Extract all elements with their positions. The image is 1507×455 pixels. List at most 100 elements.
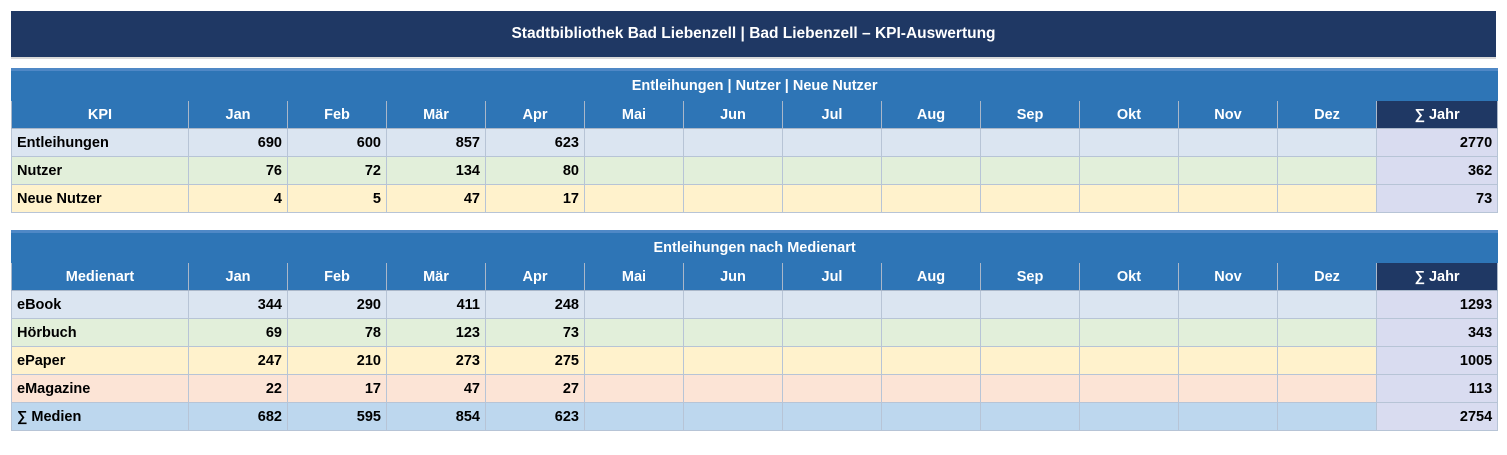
month-value-cell: 47 [386, 374, 486, 403]
month-value-cell [782, 402, 882, 431]
month-value-cell [980, 402, 1080, 431]
row-label: Nutzer [11, 156, 189, 185]
column-header-month: Sep [980, 100, 1080, 129]
column-header-sum: ∑ Jahr [1375, 100, 1499, 129]
month-value-cell [584, 128, 684, 157]
month-value-cell [1277, 156, 1377, 185]
month-value-cell [782, 290, 882, 319]
month-value-cell: 290 [287, 290, 387, 319]
month-value-cell [584, 374, 684, 403]
month-value-cell [980, 318, 1080, 347]
month-value-cell: 69 [188, 318, 288, 347]
column-header-row: KPI Jan Feb Mär Apr Mai Jun Jul Aug Sep Okt Nov Dez ∑… [11, 100, 1499, 129]
month-value-cell [881, 374, 981, 403]
column-header-month: Jan [188, 100, 288, 129]
month-value-cell [1178, 318, 1278, 347]
month-value-cell [1277, 402, 1377, 431]
month-value-cell: 27 [485, 374, 585, 403]
month-value-cell: 623 [485, 128, 585, 157]
year-sum-cell: 113 [1375, 374, 1499, 403]
year-sum-cell: 2770 [1375, 128, 1499, 157]
month-value-cell [1277, 184, 1377, 213]
row-label: eBook [11, 290, 189, 319]
month-value-cell [683, 290, 783, 319]
month-value-cell [1079, 346, 1179, 375]
row-label: eMagazine [11, 374, 189, 403]
month-value-cell: 273 [386, 346, 486, 375]
column-header-month: Sep [980, 262, 1080, 291]
column-header-month: Dez [1277, 262, 1377, 291]
month-value-cell [683, 184, 783, 213]
column-header-month: Mär [386, 100, 486, 129]
month-value-cell [1178, 402, 1278, 431]
month-value-cell: 80 [485, 156, 585, 185]
column-header-month: Mär [386, 262, 486, 291]
section-heading: Entleihungen | Nutzer | Neue Nutzer [10, 68, 1499, 101]
column-header-month: Okt [1079, 262, 1179, 291]
month-value-cell [1178, 374, 1278, 403]
month-value-cell: 682 [188, 402, 288, 431]
month-value-cell [980, 156, 1080, 185]
month-value-cell: 73 [485, 318, 585, 347]
report-title: Stadtbibliothek Bad Liebenzell | Bad Lie… [11, 11, 1496, 59]
month-value-cell: 600 [287, 128, 387, 157]
month-value-cell [1178, 346, 1278, 375]
year-sum-cell: 73 [1375, 184, 1499, 213]
month-value-cell [1277, 346, 1377, 375]
column-header-month: Apr [485, 100, 585, 129]
month-value-cell [1079, 290, 1179, 319]
month-value-cell [980, 290, 1080, 319]
month-value-cell [782, 374, 882, 403]
month-value-cell [1079, 184, 1179, 213]
month-value-cell: 134 [386, 156, 486, 185]
column-header-month: Jan [188, 262, 288, 291]
column-header-month: Aug [881, 100, 981, 129]
month-value-cell [683, 402, 783, 431]
month-value-cell [782, 318, 882, 347]
month-value-cell: 76 [188, 156, 288, 185]
table-row: Neue Nutzer 4 5 47 17 73 [11, 184, 1499, 213]
month-value-cell [584, 318, 684, 347]
month-value-cell: 275 [485, 346, 585, 375]
row-label: ∑ Medien [11, 402, 189, 431]
month-value-cell: 854 [386, 402, 486, 431]
column-header-month: Nov [1178, 262, 1278, 291]
section-heading-row: Entleihungen nach Medienart [10, 230, 1499, 263]
month-value-cell: 595 [287, 402, 387, 431]
section-heading-row: Entleihungen | Nutzer | Neue Nutzer [10, 68, 1499, 101]
column-header-month: Mai [584, 100, 684, 129]
month-value-cell: 5 [287, 184, 387, 213]
row-label: Neue Nutzer [11, 184, 189, 213]
month-value-cell: 78 [287, 318, 387, 347]
month-value-cell [683, 128, 783, 157]
month-value-cell: 123 [386, 318, 486, 347]
month-value-cell: 690 [188, 128, 288, 157]
month-value-cell [1277, 128, 1377, 157]
column-header-month: Feb [287, 100, 387, 129]
month-value-cell [1277, 318, 1377, 347]
year-sum-cell: 343 [1375, 318, 1499, 347]
column-header-label: Medienart [11, 262, 189, 291]
month-value-cell [881, 318, 981, 347]
month-value-cell [980, 374, 1080, 403]
month-value-cell [683, 318, 783, 347]
column-header-month: Dez [1277, 100, 1377, 129]
table-row: Hörbuch 69 78 123 73 343 [11, 318, 1499, 347]
month-value-cell [1277, 290, 1377, 319]
row-label: Hörbuch [11, 318, 189, 347]
column-header-month: Feb [287, 262, 387, 291]
month-value-cell [782, 346, 882, 375]
month-value-cell [881, 184, 981, 213]
month-value-cell [683, 374, 783, 403]
month-value-cell [683, 346, 783, 375]
table-row: Entleihungen 690 600 857 623 2770 [11, 128, 1499, 157]
month-value-cell [584, 290, 684, 319]
kpi-table: Entleihungen | Nutzer | Neue Nutzer KPI Ja… [10, 68, 1499, 213]
month-value-cell [584, 402, 684, 431]
month-value-cell [1178, 156, 1278, 185]
month-value-cell: 4 [188, 184, 288, 213]
month-value-cell: 72 [287, 156, 387, 185]
month-value-cell [782, 184, 882, 213]
medienart-table: Entleihungen nach Medienart Medienart Jan F… [10, 230, 1499, 431]
column-header-month: Apr [485, 262, 585, 291]
